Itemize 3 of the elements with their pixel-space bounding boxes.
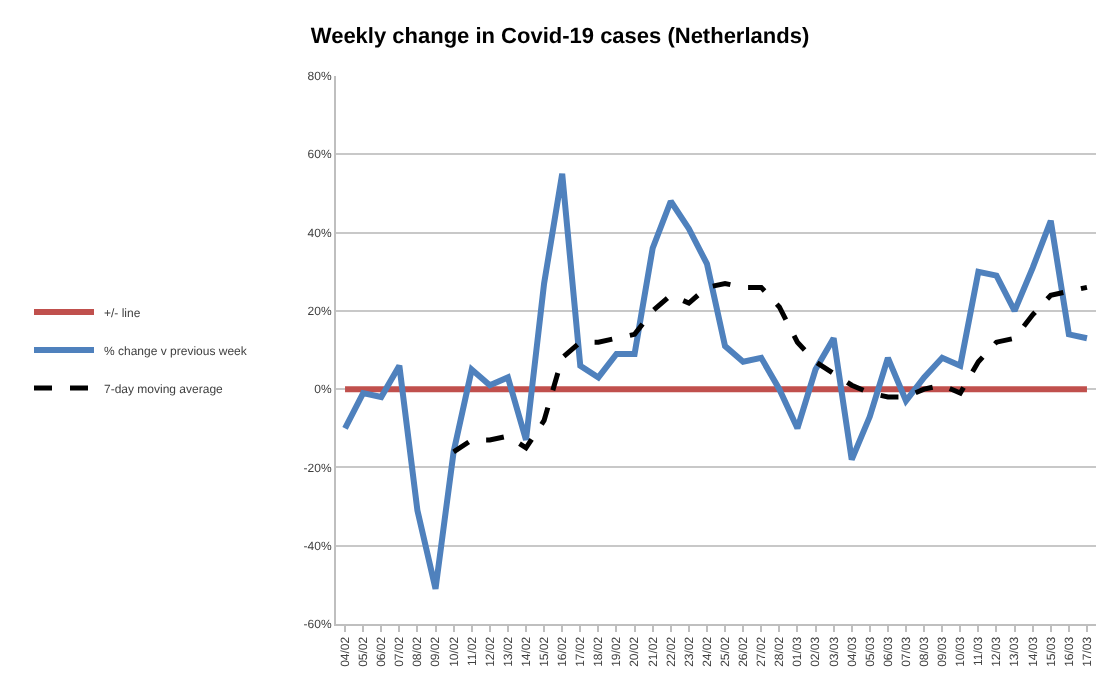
line-series [451,280,1090,455]
line-series [342,170,1090,592]
chart-title: Weekly change in Covid-19 cases (Netherlands) [310,25,810,50]
